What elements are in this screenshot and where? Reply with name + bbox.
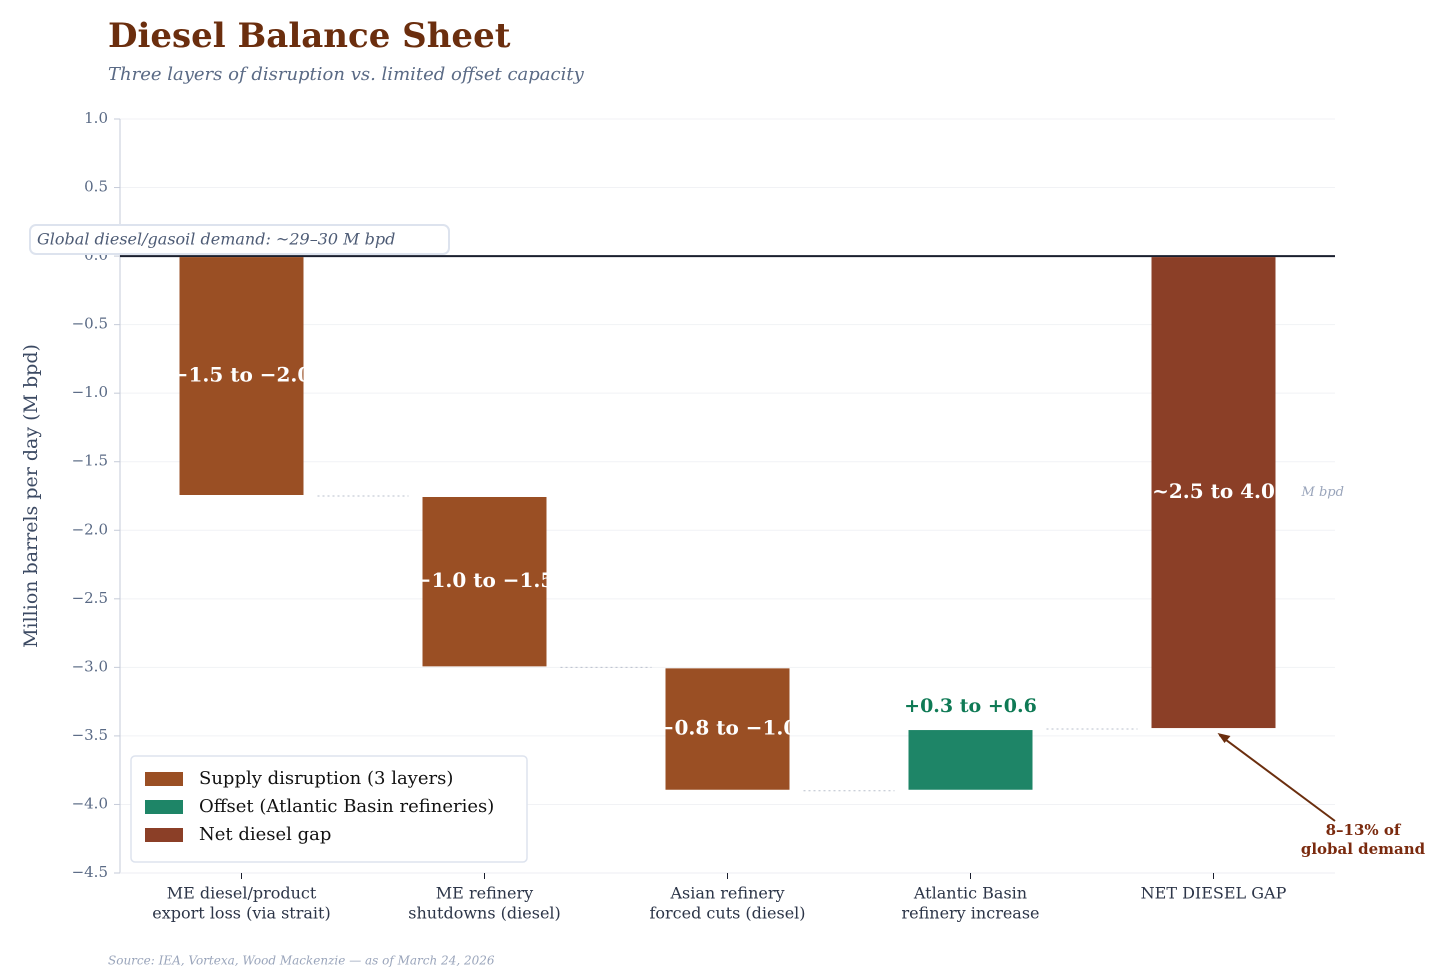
x-tick-label: Atlantic Basin (913, 884, 1027, 903)
annotation: 8–13% of (1326, 821, 1402, 839)
legend-label: Offset (Atlantic Basin refineries) (199, 796, 494, 817)
x-tick-label: export loss (via strait) (152, 904, 330, 923)
value-label: −0.8 to −1.0 (658, 716, 798, 740)
reference-box (29, 224, 450, 255)
legend-label: Net diesel gap (199, 824, 331, 845)
value-label: −1.0 to −1.5 (415, 568, 555, 592)
source-note: Source: IEA, Vortexa, Wood Mackenzie — a… (108, 954, 495, 968)
annotation-arrowhead (1217, 733, 1231, 744)
bar (179, 257, 304, 495)
x-tick-label: ME diesel/product (167, 884, 317, 903)
value-label: −1.5 to −2.0 (172, 363, 312, 387)
bar (422, 497, 547, 667)
y-tick-label: −0.5 (72, 315, 108, 333)
bar (665, 668, 790, 790)
reference-note: Global diesel/gasoil demand: ~29–30 M bp… (37, 230, 395, 249)
x-tick-label: shutdowns (diesel) (408, 904, 561, 923)
y-tick-label: −2.0 (72, 520, 108, 538)
y-tick-label: −3.0 (72, 657, 108, 675)
chart-title: Diesel Balance Sheet (108, 16, 511, 56)
bar (1151, 257, 1276, 729)
legend-box (130, 755, 528, 863)
x-tick-label: refinery increase (901, 904, 1039, 923)
y-tick-label: 1.0 (84, 109, 108, 127)
y-tick-label: −4.5 (72, 863, 108, 881)
y-axis-label: Million barrels per day (M bpd) (20, 344, 42, 648)
x-tick-label: forced cuts (diesel) (649, 904, 805, 923)
value-label: +0.3 to +0.6 (904, 695, 1037, 717)
x-tick-label: NET DIESEL GAP (1141, 884, 1287, 903)
y-tick-label: −3.5 (72, 726, 108, 744)
y-tick-label: 0.5 (84, 178, 108, 196)
chart-subtitle: Three layers of disruption vs. limited o… (108, 64, 585, 85)
y-tick-label: −2.5 (72, 589, 108, 607)
annotation: global demand (1301, 840, 1426, 858)
annotation-arrow (1218, 734, 1336, 822)
x-tick-label: Asian refinery (669, 884, 784, 903)
y-tick-label: −1.5 (72, 452, 108, 470)
y-tick-label: −1.0 (72, 383, 108, 401)
legend-swatch (145, 800, 183, 814)
x-tick-label: ME refinery (436, 884, 533, 903)
legend-swatch (145, 828, 183, 842)
value-label: ~2.5 to 4.0 (1152, 479, 1275, 503)
y-tick-label: −4.0 (72, 794, 108, 812)
legend-label: Supply disruption (3 layers) (199, 768, 453, 789)
unit-note: M bpd (1301, 485, 1344, 500)
bar (908, 730, 1033, 790)
legend-swatch (145, 772, 183, 786)
